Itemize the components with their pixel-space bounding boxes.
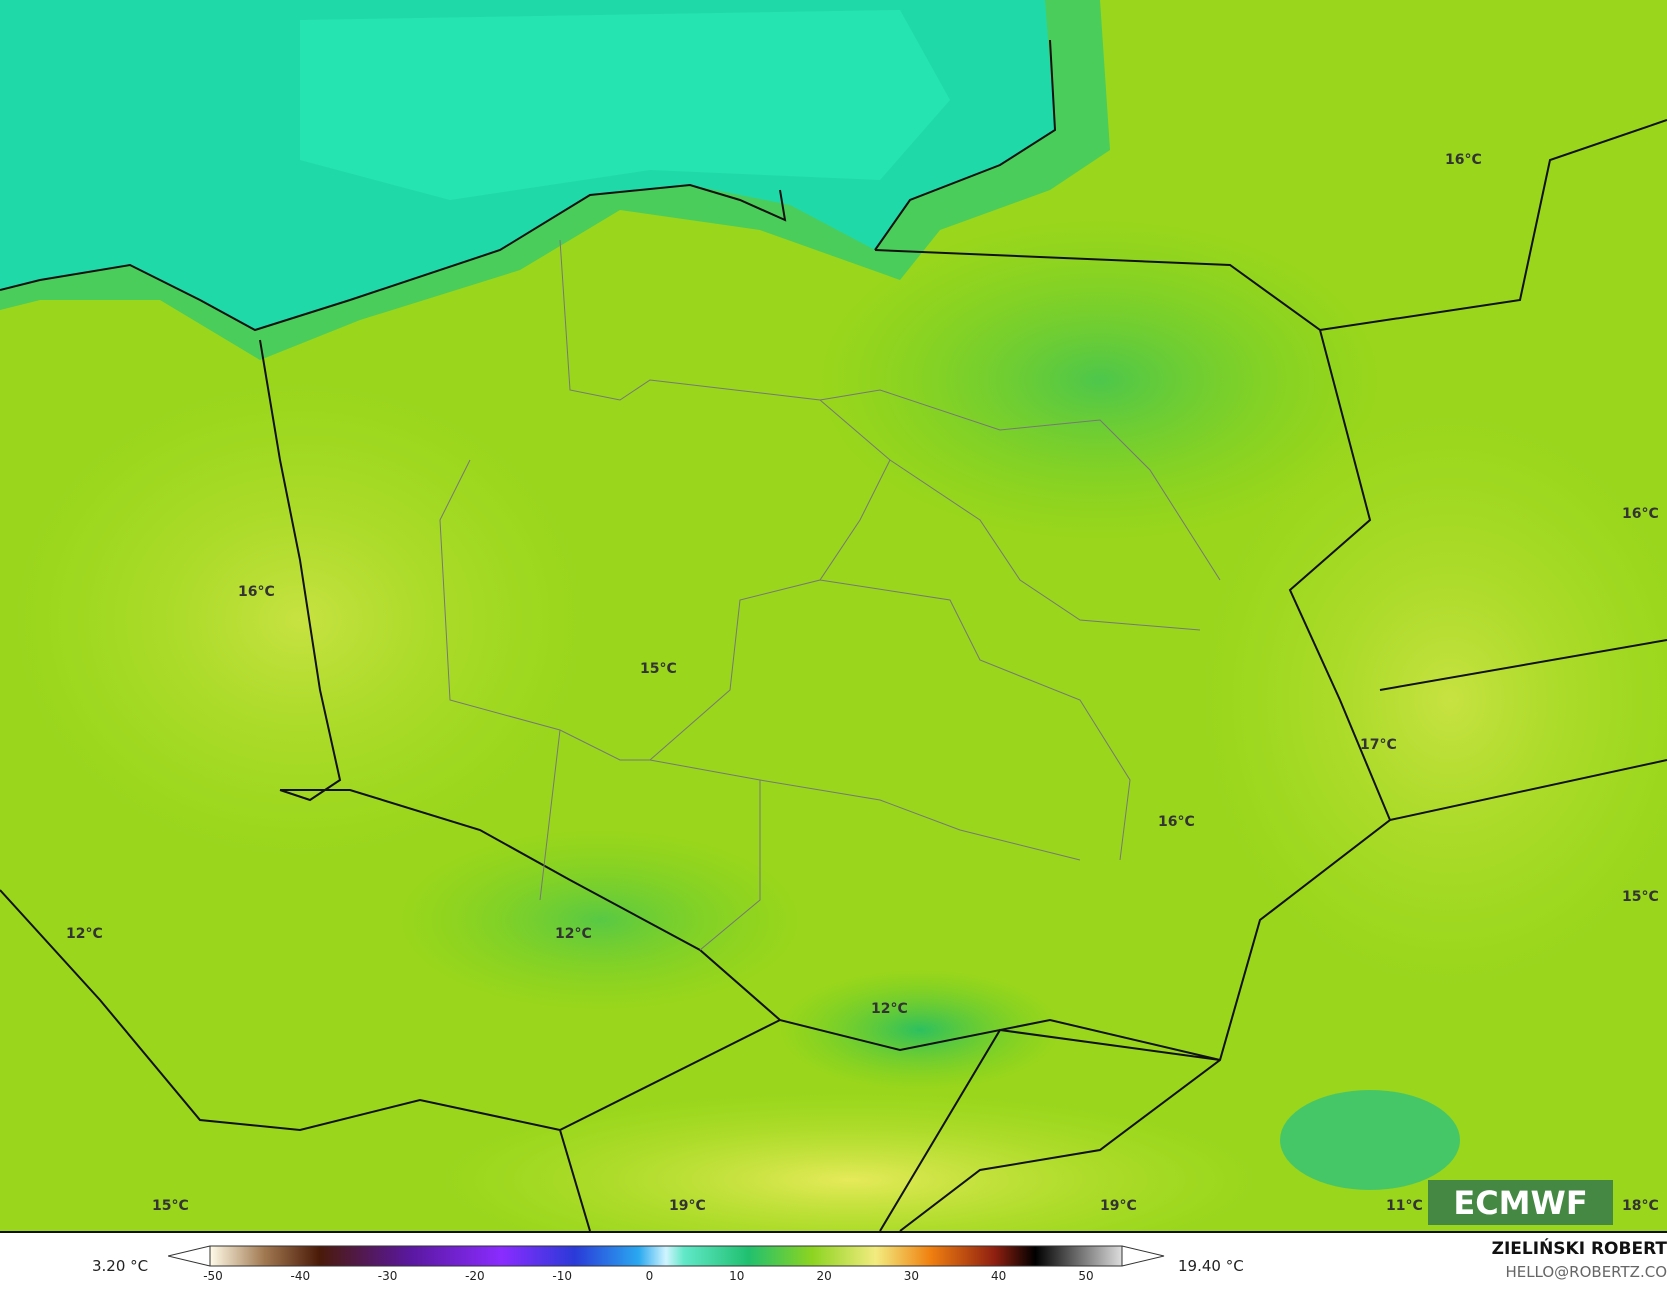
warm-region [430,1090,1270,1231]
cool-region [400,830,800,1010]
cool-region [1280,1090,1460,1190]
colorbar-tick-label: -40 [290,1269,311,1283]
cool-region [820,220,1380,540]
temp-label: 16°C [1158,814,1195,830]
temperature-map: 16°C 16°C 16°C 15°C 17°C 16°C 15°C 12°C … [0,0,1667,1231]
colorbar-tick-label: -20 [465,1269,485,1283]
temp-label: 12°C [871,1001,908,1017]
author-credit: ZIELIŃSKI ROBERT [1491,1239,1667,1259]
temp-label: 19°C [1100,1198,1137,1214]
coastline [0,39,1057,332]
colorbar-tick-label: 40 [991,1269,1007,1283]
ecmwf-logo: ECMWF [1428,1180,1613,1225]
warm-region [0,370,600,870]
temp-label: 11°C [1386,1198,1423,1214]
colorbar-tick-label: -30 [377,1269,398,1283]
temperature-labels: 16°C 16°C 16°C 15°C 17°C 16°C 15°C 12°C … [66,152,1659,1214]
baltic-sea-center [300,10,950,200]
footer: 3.20 °C -50 -40 -30 -20 -10 0 10 20 30 40 50 19.40… [0,1231,1667,1289]
temp-label: 12°C [66,926,103,942]
border [0,119,1667,1231]
colorbar [168,1245,1165,1267]
colorbar-tick-label: 10 [729,1269,745,1283]
colorbar-min-label: 3.20 °C [92,1257,149,1275]
colorbar-tick-label: 50 [1078,1269,1094,1283]
temp-label: 17°C [1360,737,1397,753]
colorbar-tick-label: -10 [552,1269,572,1283]
colorbar-max-label: 19.40 °C [1178,1257,1244,1275]
temp-label: 16°C [238,584,275,600]
temp-label: 19°C [669,1198,706,1214]
temp-label: 18°C [1622,1198,1659,1214]
temp-label: 15°C [152,1198,189,1214]
colorbar-tick-label: 20 [816,1269,832,1283]
admin-borders [439,239,1221,951]
cool-region [780,970,1060,1090]
author-email: HELLO@ROBERTZ.CO [1505,1263,1667,1281]
colorbar-tick-label: 30 [903,1269,920,1283]
temp-label: 12°C [555,926,592,942]
temp-label: 16°C [1445,152,1482,168]
warm-region [1190,400,1667,1000]
temp-label: 15°C [640,661,677,677]
temp-label: 16°C [1622,506,1659,522]
colorbar-tick-label: 0 [645,1269,654,1283]
colorbar-tick-label: -50 [203,1269,223,1283]
temp-label: 15°C [1622,889,1659,905]
